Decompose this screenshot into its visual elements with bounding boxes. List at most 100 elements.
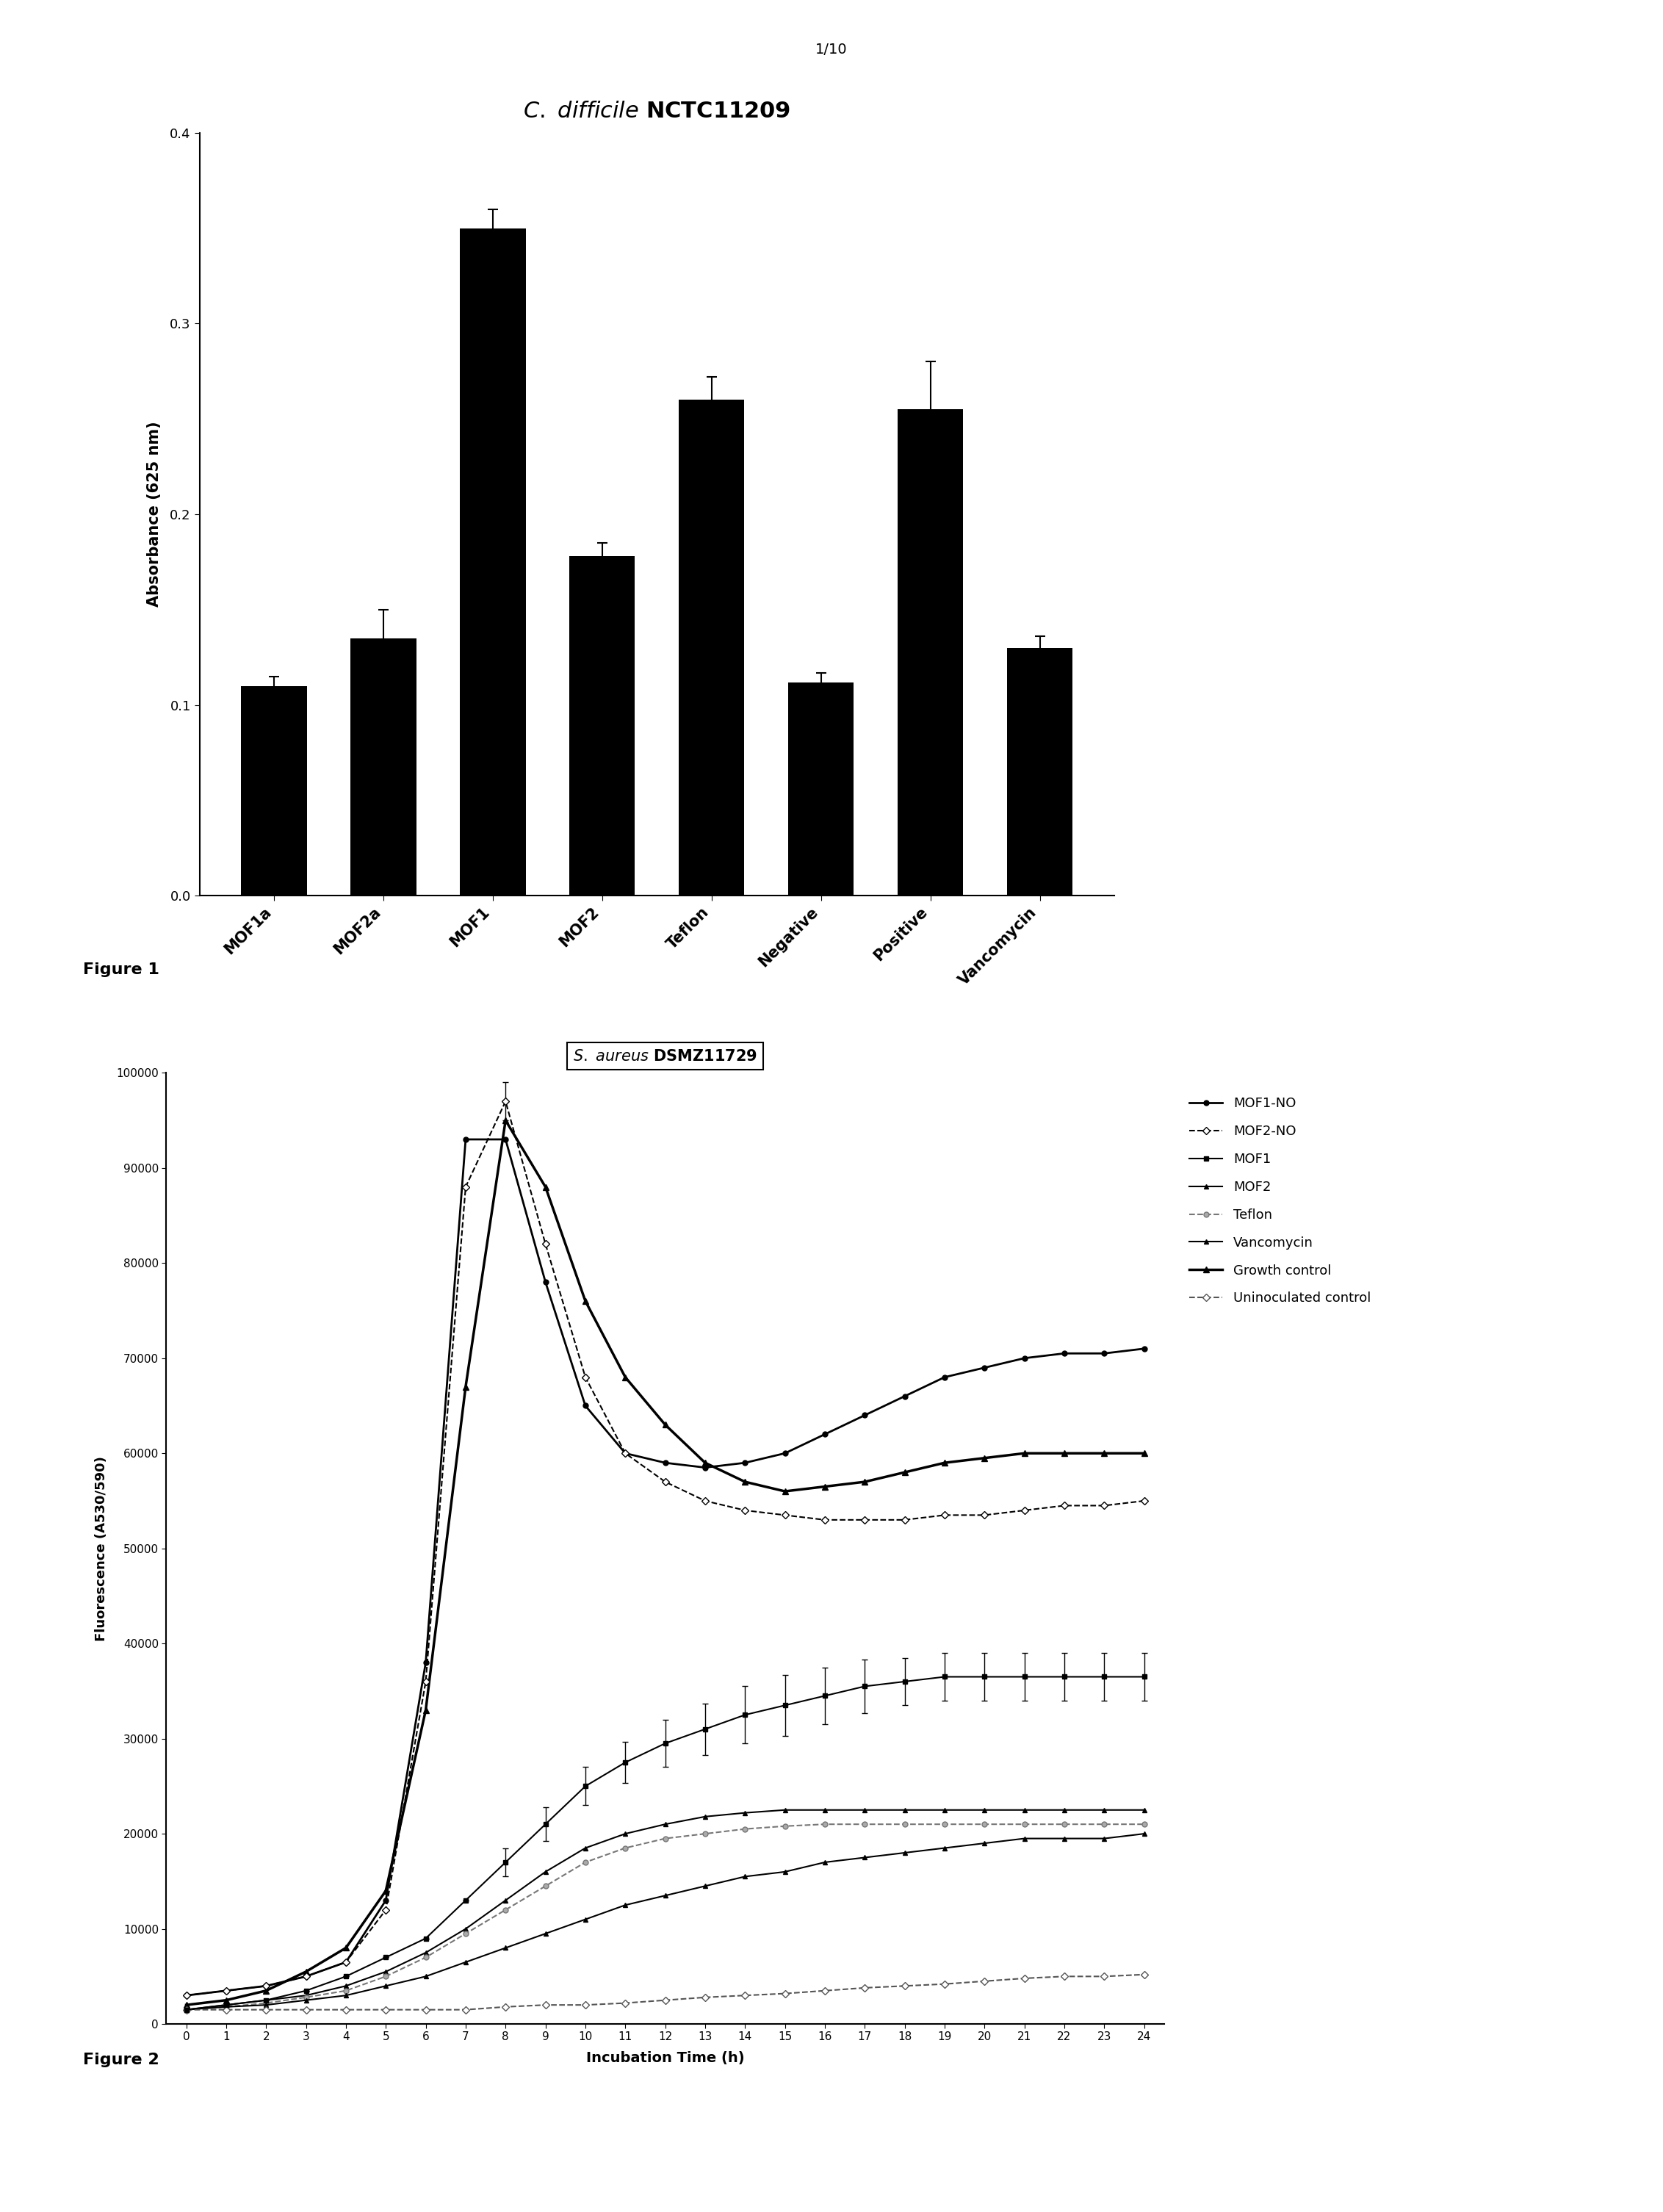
Legend: MOF1-NO, MOF2-NO, MOF1, MOF2, Teflon, Vancomycin, Growth control, Uninoculated c: MOF1-NO, MOF2-NO, MOF1, MOF2, Teflon, Va… bbox=[1184, 1093, 1375, 1310]
MOF2 bbox=[895, 1796, 915, 1823]
Growth control bbox=[975, 1444, 994, 1471]
MOF1-NO bbox=[336, 1949, 356, 1975]
MOF2 bbox=[296, 1982, 316, 2008]
MOF2 bbox=[496, 1887, 516, 1913]
Uninoculated control bbox=[895, 1973, 915, 2000]
Teflon bbox=[535, 1874, 555, 1900]
X-axis label: Incubation Time (h): Incubation Time (h) bbox=[585, 2051, 745, 2064]
MOF2 bbox=[216, 1991, 236, 2017]
MOF1-NO bbox=[615, 1440, 635, 1467]
MOF1-NO bbox=[496, 1126, 516, 1152]
Teflon bbox=[1014, 1812, 1034, 1838]
MOF1-NO bbox=[735, 1449, 755, 1475]
Vancomycin bbox=[176, 1997, 196, 2024]
Teflon bbox=[256, 1991, 276, 2017]
Uninoculated control bbox=[775, 1980, 795, 2006]
Teflon bbox=[1054, 1812, 1074, 1838]
Uninoculated control bbox=[1014, 1964, 1034, 1991]
MOF2 bbox=[376, 1958, 396, 1984]
MOF2 bbox=[1094, 1796, 1114, 1823]
Vancomycin bbox=[256, 1991, 276, 2017]
MOF2 bbox=[815, 1796, 835, 1823]
Teflon bbox=[935, 1812, 955, 1838]
Teflon bbox=[1134, 1812, 1154, 1838]
Teflon bbox=[655, 1825, 675, 1851]
Vancomycin bbox=[775, 1858, 795, 1885]
Growth control bbox=[296, 1958, 316, 1984]
Growth control bbox=[216, 1986, 236, 2013]
MOF2 bbox=[336, 1973, 356, 2000]
Uninoculated control bbox=[855, 1975, 875, 2002]
MOF2 bbox=[855, 1796, 875, 1823]
Growth control bbox=[575, 1287, 595, 1314]
Uninoculated control bbox=[416, 1997, 436, 2024]
Uninoculated control bbox=[695, 1984, 715, 2011]
Teflon bbox=[176, 1997, 196, 2024]
MOF1-NO bbox=[1014, 1345, 1034, 1371]
Growth control bbox=[176, 1991, 196, 2017]
MOF2 bbox=[456, 1916, 476, 1942]
Growth control bbox=[416, 1697, 436, 1723]
MOF1-NO bbox=[256, 1973, 276, 2000]
Growth control bbox=[256, 1978, 276, 2004]
Line: Teflon: Teflon bbox=[183, 1823, 1147, 2013]
Teflon bbox=[496, 1896, 516, 1922]
Line: Growth control: Growth control bbox=[183, 1117, 1147, 2008]
Growth control bbox=[615, 1365, 635, 1391]
MOF1-NO bbox=[695, 1453, 715, 1480]
Uninoculated control bbox=[1054, 1964, 1074, 1991]
Growth control bbox=[775, 1478, 795, 1504]
Vancomycin bbox=[855, 1845, 875, 1871]
MOF1-NO bbox=[416, 1650, 436, 1677]
Uninoculated control bbox=[216, 1997, 236, 2024]
Bar bbox=[351, 639, 416, 896]
Growth control bbox=[655, 1411, 675, 1438]
Bar bbox=[241, 686, 306, 896]
Teflon bbox=[216, 1993, 236, 2020]
MOF1-NO bbox=[975, 1354, 994, 1380]
MOF2 bbox=[1134, 1796, 1154, 1823]
Growth control bbox=[456, 1374, 476, 1400]
Vancomycin bbox=[695, 1874, 715, 1900]
Teflon bbox=[376, 1964, 396, 1991]
Growth control bbox=[1014, 1440, 1034, 1467]
Bar bbox=[569, 555, 635, 896]
MOF1-NO bbox=[815, 1420, 835, 1447]
Teflon bbox=[735, 1816, 755, 1843]
Vancomycin bbox=[1094, 1825, 1114, 1851]
MOF2 bbox=[775, 1796, 795, 1823]
MOF1-NO bbox=[1054, 1340, 1074, 1367]
MOF1-NO bbox=[376, 1887, 396, 1913]
MOF2 bbox=[256, 1986, 276, 2013]
MOF2 bbox=[615, 1820, 635, 1847]
MOF1-NO bbox=[935, 1365, 955, 1391]
Title: $\mathit{C.\ difficile}$$\bf{\ NCTC11209}$: $\mathit{C.\ difficile}$$\bf{\ NCTC11209… bbox=[524, 100, 790, 122]
Uninoculated control bbox=[975, 1969, 994, 1995]
Bar bbox=[898, 409, 963, 896]
Vancomycin bbox=[496, 1936, 516, 1962]
Vancomycin bbox=[815, 1849, 835, 1876]
MOF1-NO bbox=[296, 1964, 316, 1991]
Vancomycin bbox=[296, 1986, 316, 2013]
Teflon bbox=[1094, 1812, 1114, 1838]
Bar bbox=[461, 228, 526, 896]
Growth control bbox=[496, 1106, 516, 1133]
Uninoculated control bbox=[296, 1997, 316, 2024]
MOF1-NO bbox=[535, 1270, 555, 1296]
Teflon bbox=[296, 1984, 316, 2011]
Text: 1/10: 1/10 bbox=[815, 42, 848, 58]
Uninoculated control bbox=[256, 1997, 276, 2024]
Teflon bbox=[775, 1814, 795, 1840]
Uninoculated control bbox=[376, 1997, 396, 2024]
Teflon bbox=[975, 1812, 994, 1838]
Vancomycin bbox=[416, 1964, 436, 1991]
Uninoculated control bbox=[815, 1978, 835, 2004]
Vancomycin bbox=[895, 1840, 915, 1867]
MOF1-NO bbox=[895, 1382, 915, 1409]
Growth control bbox=[855, 1469, 875, 1495]
Text: Figure 1: Figure 1 bbox=[83, 962, 160, 978]
Line: Uninoculated control: Uninoculated control bbox=[183, 1971, 1147, 2013]
Y-axis label: Absorbance (625 nm): Absorbance (625 nm) bbox=[146, 422, 161, 606]
Uninoculated control bbox=[1134, 1962, 1154, 1989]
Teflon bbox=[815, 1812, 835, 1838]
